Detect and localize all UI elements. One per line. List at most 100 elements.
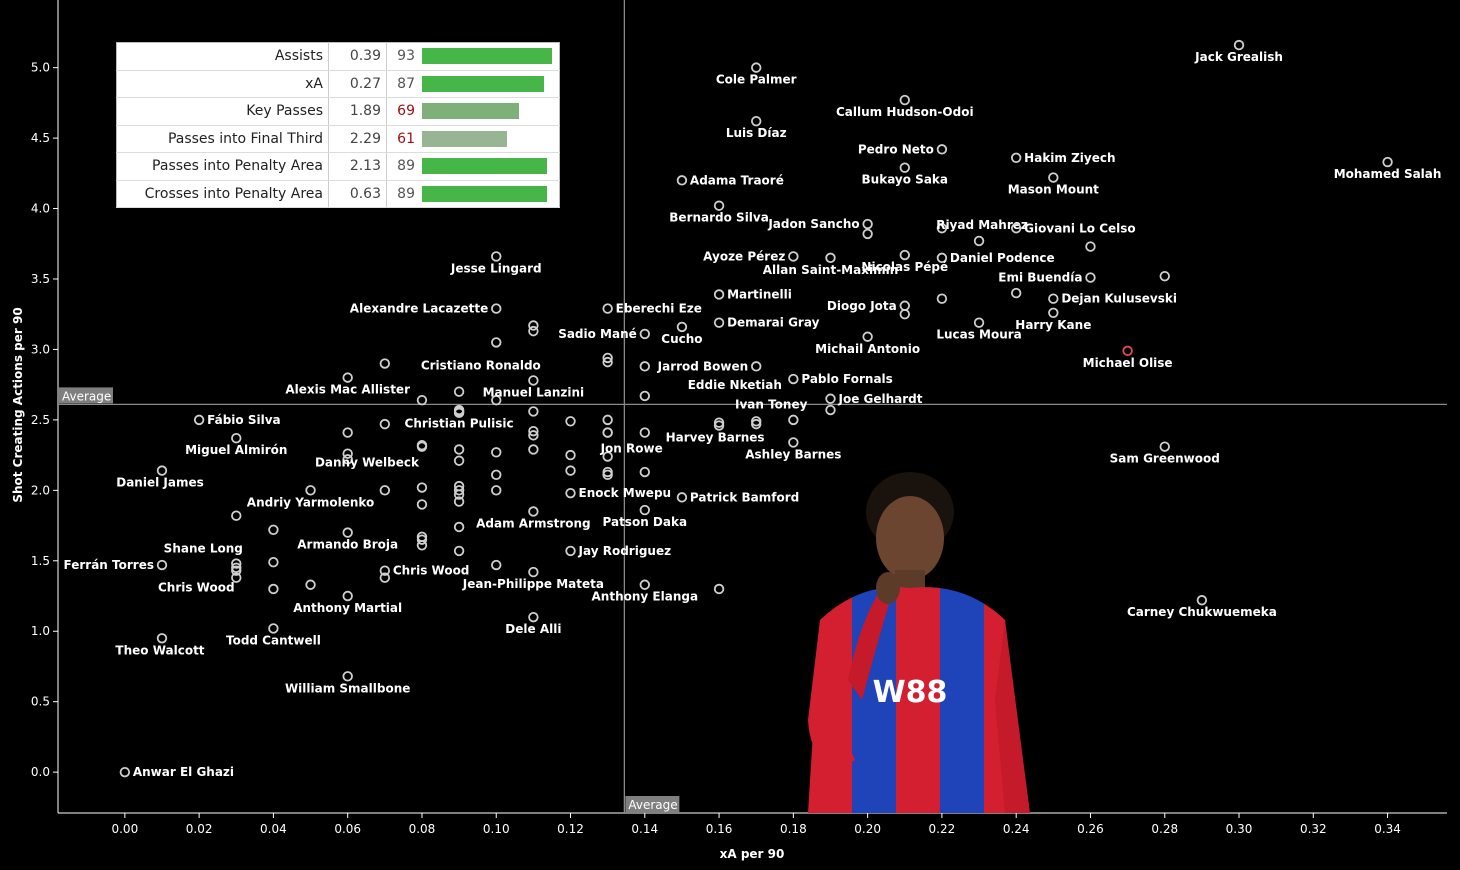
data-point <box>602 469 613 481</box>
point-label: Bukayo Saka <box>862 173 948 187</box>
point-label: Allan Saint-Maximin <box>763 263 899 277</box>
percentile-bar <box>422 158 547 175</box>
stat-percentile: 89 <box>386 152 420 181</box>
data-point <box>751 416 762 427</box>
data-point <box>602 356 613 368</box>
data-point <box>825 252 836 264</box>
stat-value: 0.63 <box>328 180 387 208</box>
point-label: Ferrán Torres <box>64 558 154 572</box>
data-point <box>751 115 762 127</box>
y-tick-label: 0.5 <box>31 695 50 709</box>
data-point <box>1010 287 1022 299</box>
data-point <box>416 394 428 406</box>
data-point <box>639 361 650 372</box>
stat-percentile: 69 <box>386 97 420 126</box>
data-point <box>676 321 688 333</box>
point-label: Miguel Almirón <box>185 443 287 457</box>
data-point <box>342 448 353 459</box>
data-point <box>565 487 576 499</box>
data-point <box>416 540 428 551</box>
data-point <box>231 558 242 569</box>
y-tick-label: 4.0 <box>31 202 50 216</box>
stat-value: 2.13 <box>328 152 387 181</box>
data-point <box>268 524 279 535</box>
data-point <box>676 492 688 503</box>
x-tick-label: 0.06 <box>334 822 361 836</box>
y-tick-label: 2.5 <box>31 413 50 427</box>
average-x-tag <box>625 796 680 812</box>
percentile-bar <box>422 185 547 202</box>
stat-label: Passes into Final Third <box>116 125 329 153</box>
point-label: Patson Daka <box>603 515 688 529</box>
data-point <box>528 406 539 417</box>
y-axis-label: Shot Creating Actions per 90 <box>11 307 25 502</box>
data-point <box>973 235 985 247</box>
data-point <box>936 223 948 234</box>
data-point <box>342 454 353 465</box>
data-point <box>342 590 353 602</box>
y-tick-label: 3.5 <box>31 272 50 286</box>
data-point <box>639 466 650 478</box>
data-point <box>231 565 242 576</box>
data-point <box>453 386 465 397</box>
point-label: Emi Buendía <box>998 271 1082 285</box>
data-point <box>156 559 168 571</box>
data-point <box>1382 156 1393 168</box>
data-point <box>973 317 985 328</box>
data-point <box>528 325 539 337</box>
point-label: Hakim Ziyech <box>1024 151 1115 165</box>
y-tick-label: 1.5 <box>31 554 50 568</box>
point-label: Bernardo Silva <box>669 211 769 225</box>
stat-percentile: 61 <box>386 125 420 153</box>
point-label: Harry Kane <box>1015 318 1091 332</box>
data-point <box>862 218 873 230</box>
data-point <box>453 444 465 455</box>
data-point <box>156 465 168 476</box>
point-label: Ivan Toney <box>735 397 808 411</box>
data-point <box>1233 39 1245 51</box>
stats-row: Key Passes 1.89 69 <box>116 97 560 126</box>
stat-label: xA <box>116 70 329 98</box>
stats-row: xA 0.27 87 <box>116 70 560 98</box>
data-point <box>899 309 910 320</box>
data-point <box>899 94 910 106</box>
data-point <box>156 633 168 644</box>
data-point <box>305 485 316 496</box>
point-label: Anthony Martial <box>293 601 402 615</box>
point-label: Callum Hudson-Odoi <box>836 105 974 119</box>
data-point <box>379 418 391 430</box>
point-label: Mohamed Salah <box>1334 167 1442 181</box>
point-label: Cucho <box>661 332 702 346</box>
point-label: Alexis Mac Allister <box>285 383 410 397</box>
data-point <box>825 393 836 404</box>
point-label: Patrick Bamford <box>690 490 799 504</box>
point-label: Cristiano Ronaldo <box>421 359 541 373</box>
data-point <box>565 465 576 476</box>
point-label: Carney Chukwuemeka <box>1127 605 1277 619</box>
data-point <box>788 251 799 262</box>
point-label: Chris Wood <box>393 564 470 578</box>
point-label: Cole Palmer <box>716 73 797 87</box>
data-point <box>268 623 279 634</box>
data-point <box>453 455 465 466</box>
data-point <box>342 427 353 438</box>
data-point <box>788 414 799 426</box>
x-tick-label: 0.14 <box>631 822 658 836</box>
data-point <box>1122 345 1133 357</box>
data-point <box>788 437 799 448</box>
data-point <box>491 485 502 496</box>
data-point <box>1196 595 1208 606</box>
point-label: Pedro Neto <box>858 142 934 156</box>
x-tick-label: 0.26 <box>1077 822 1104 836</box>
stat-percentile: 87 <box>386 70 420 98</box>
y-tick-label: 3.0 <box>31 342 50 356</box>
point-label: Riyad Mahrez <box>936 218 1028 232</box>
data-point <box>453 485 465 496</box>
data-point <box>491 337 502 348</box>
point-label: Eberechi Eze <box>616 302 702 316</box>
data-point <box>899 162 910 173</box>
x-tick-label: 0.28 <box>1151 822 1178 836</box>
data-point <box>491 394 502 406</box>
data-point <box>639 504 650 516</box>
